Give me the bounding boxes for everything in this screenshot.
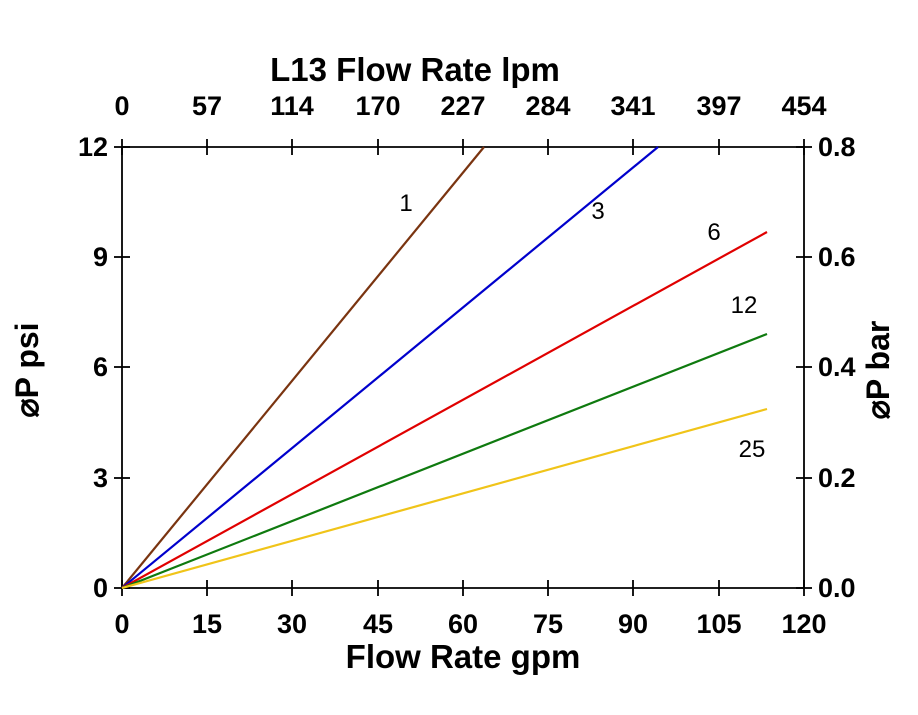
- svg-text:30: 30: [277, 609, 307, 639]
- svg-text:0.8: 0.8: [818, 132, 856, 162]
- svg-text:25: 25: [739, 436, 766, 463]
- svg-text:90: 90: [618, 609, 648, 639]
- svg-text:105: 105: [696, 609, 741, 639]
- svg-text:75: 75: [533, 609, 563, 639]
- svg-text:397: 397: [696, 91, 741, 121]
- svg-text:6: 6: [93, 352, 108, 382]
- svg-text:3: 3: [93, 463, 108, 493]
- svg-text:12: 12: [78, 132, 108, 162]
- svg-text:0: 0: [114, 91, 129, 121]
- svg-text:45: 45: [363, 609, 393, 639]
- svg-text:15: 15: [192, 609, 222, 639]
- svg-text:57: 57: [192, 91, 222, 121]
- svg-text:0: 0: [114, 609, 129, 639]
- svg-text:L13 Flow Rate lpm: L13 Flow Rate lpm: [270, 51, 560, 88]
- svg-text:114: 114: [270, 91, 314, 121]
- svg-text:0.4: 0.4: [818, 352, 856, 382]
- svg-text:0.6: 0.6: [818, 242, 856, 272]
- svg-text:⌀P bar: ⌀P bar: [860, 321, 896, 420]
- svg-text:6: 6: [707, 219, 720, 246]
- svg-text:0.0: 0.0: [818, 573, 856, 603]
- svg-text:60: 60: [448, 609, 478, 639]
- svg-text:0: 0: [93, 573, 108, 603]
- svg-text:120: 120: [781, 609, 826, 639]
- svg-text:341: 341: [610, 91, 655, 121]
- svg-text:9: 9: [93, 242, 108, 272]
- svg-text:284: 284: [525, 91, 570, 121]
- svg-text:12: 12: [731, 292, 758, 319]
- svg-text:454: 454: [781, 91, 826, 121]
- svg-text:1: 1: [399, 190, 412, 217]
- svg-text:0.2: 0.2: [818, 463, 856, 493]
- svg-text:⌀P psi: ⌀P psi: [9, 322, 45, 417]
- svg-text:170: 170: [355, 91, 400, 121]
- svg-text:227: 227: [440, 91, 485, 121]
- svg-text:3: 3: [591, 198, 604, 225]
- svg-text:Flow Rate gpm: Flow Rate gpm: [346, 638, 581, 675]
